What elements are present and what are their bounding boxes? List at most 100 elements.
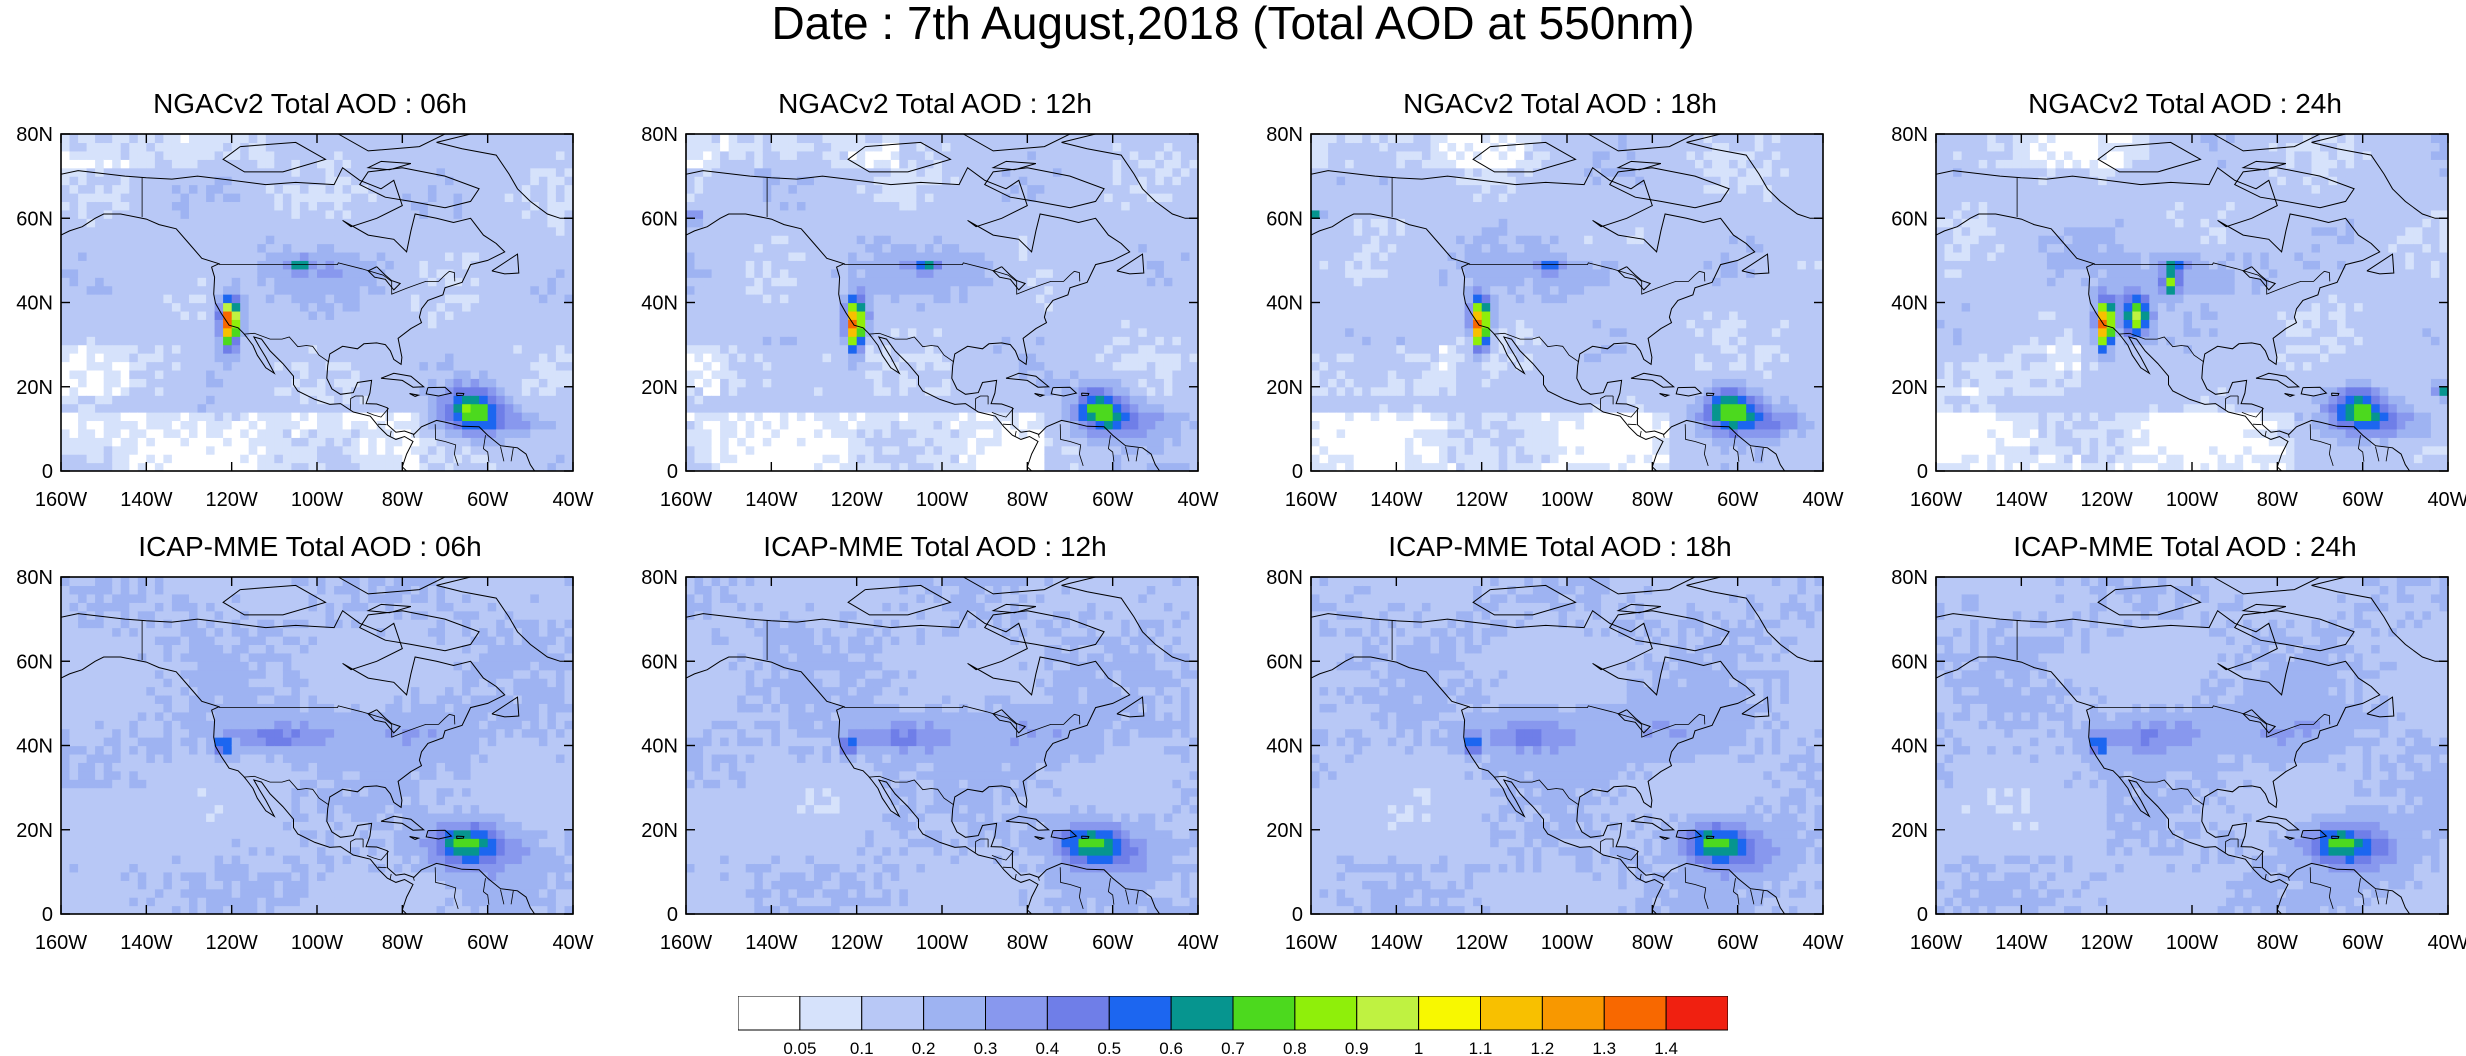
aod-cell xyxy=(385,302,395,312)
aod-cell xyxy=(720,378,730,388)
aod-cell xyxy=(538,310,549,320)
aod-cell xyxy=(1155,159,1165,169)
aod-cell xyxy=(1163,167,1174,177)
aod-cell xyxy=(1121,353,1131,363)
aod-cell xyxy=(899,285,909,295)
aod-cell xyxy=(993,344,1003,354)
aod-cell xyxy=(376,218,386,228)
aod-cell xyxy=(547,344,557,354)
aod-cell xyxy=(368,209,378,219)
aod-cell xyxy=(1061,235,1071,245)
aod-cell xyxy=(1027,319,1037,329)
aod-cell xyxy=(223,437,233,447)
aod-cell xyxy=(419,353,429,363)
aod-cell xyxy=(1129,428,1139,438)
aod-cell xyxy=(487,462,497,471)
aod-cell xyxy=(282,395,293,405)
aod-cell xyxy=(274,395,284,405)
aod-cell xyxy=(445,277,455,287)
aod-cell xyxy=(1104,386,1114,396)
aod-cell xyxy=(711,150,721,160)
aod-cell xyxy=(479,378,489,388)
aod-cell xyxy=(291,327,301,337)
aod-cell xyxy=(291,344,301,354)
aod-cell xyxy=(257,428,267,438)
aod-cell xyxy=(206,235,216,245)
aod-cell xyxy=(899,201,909,211)
aod-cell xyxy=(154,386,165,396)
aod-cell xyxy=(171,294,182,304)
aod-cell xyxy=(762,353,772,363)
aod-cell xyxy=(711,437,721,447)
aod-cell xyxy=(1104,226,1114,236)
aod-cell xyxy=(197,251,207,261)
aod-cell xyxy=(762,277,772,287)
aod-cell xyxy=(967,184,977,194)
aod-cell xyxy=(1035,437,1046,447)
aod-cell xyxy=(410,395,421,405)
aod-cell xyxy=(856,285,866,295)
aod-cell xyxy=(694,437,704,447)
aod-cell xyxy=(112,310,122,320)
aod-cell xyxy=(1138,344,1148,354)
aod-cell xyxy=(445,193,455,203)
aod-cell xyxy=(470,302,480,312)
aod-cell xyxy=(686,268,696,278)
aod-cell xyxy=(822,268,832,278)
aod-cell xyxy=(1163,209,1174,219)
aod-cell xyxy=(703,310,713,320)
aod-cell xyxy=(1027,285,1037,295)
aod-cell xyxy=(359,386,369,396)
aod-cell xyxy=(814,428,824,438)
aod-cell xyxy=(231,327,241,337)
aod-cell xyxy=(916,395,926,405)
aod-cell xyxy=(231,251,241,261)
aod-cell xyxy=(445,184,455,194)
aod-cell xyxy=(282,218,293,228)
aod-cell xyxy=(189,412,199,422)
aod-cell xyxy=(711,403,721,413)
aod-cell xyxy=(470,294,480,304)
aod-cell xyxy=(555,134,566,144)
aod-cell xyxy=(933,336,943,346)
aod-cell xyxy=(1095,344,1105,354)
aod-cell xyxy=(703,268,713,278)
aod-cell xyxy=(856,184,866,194)
aod-cell xyxy=(308,142,318,152)
aod-cell xyxy=(950,428,960,438)
aod-cell xyxy=(189,184,199,194)
aod-cell xyxy=(1052,428,1063,438)
aod-cell xyxy=(959,361,969,371)
aod-cell xyxy=(745,445,755,455)
aod-cell xyxy=(120,361,130,371)
aod-cell xyxy=(1172,226,1182,236)
aod-cell xyxy=(564,218,573,228)
aod-cell xyxy=(1163,184,1174,194)
aod-cell xyxy=(547,302,557,312)
aod-cell xyxy=(1070,209,1080,219)
aod-cell xyxy=(547,420,557,430)
aod-cell xyxy=(993,176,1003,186)
aod-cell xyxy=(754,369,764,379)
aod-cell xyxy=(933,361,943,371)
aod-cell xyxy=(334,167,344,177)
aod-cell xyxy=(308,184,318,194)
aod-cell xyxy=(754,294,764,304)
aod-cell xyxy=(504,277,514,287)
aod-cell xyxy=(470,319,480,329)
aod-cell xyxy=(487,226,497,236)
aod-cell xyxy=(984,428,994,438)
aod-cell xyxy=(1138,294,1148,304)
aod-cell xyxy=(984,243,994,253)
aod-cell xyxy=(745,184,755,194)
aod-cell xyxy=(984,462,994,471)
aod-cell xyxy=(504,319,514,329)
aod-cell xyxy=(419,428,429,438)
aod-cell xyxy=(282,209,293,219)
aod-cell xyxy=(248,445,258,455)
aod-cell xyxy=(1078,403,1088,413)
aod-cell xyxy=(351,218,361,228)
aod-cell xyxy=(720,285,730,295)
aod-cell xyxy=(445,260,455,270)
aod-cell xyxy=(163,310,173,320)
